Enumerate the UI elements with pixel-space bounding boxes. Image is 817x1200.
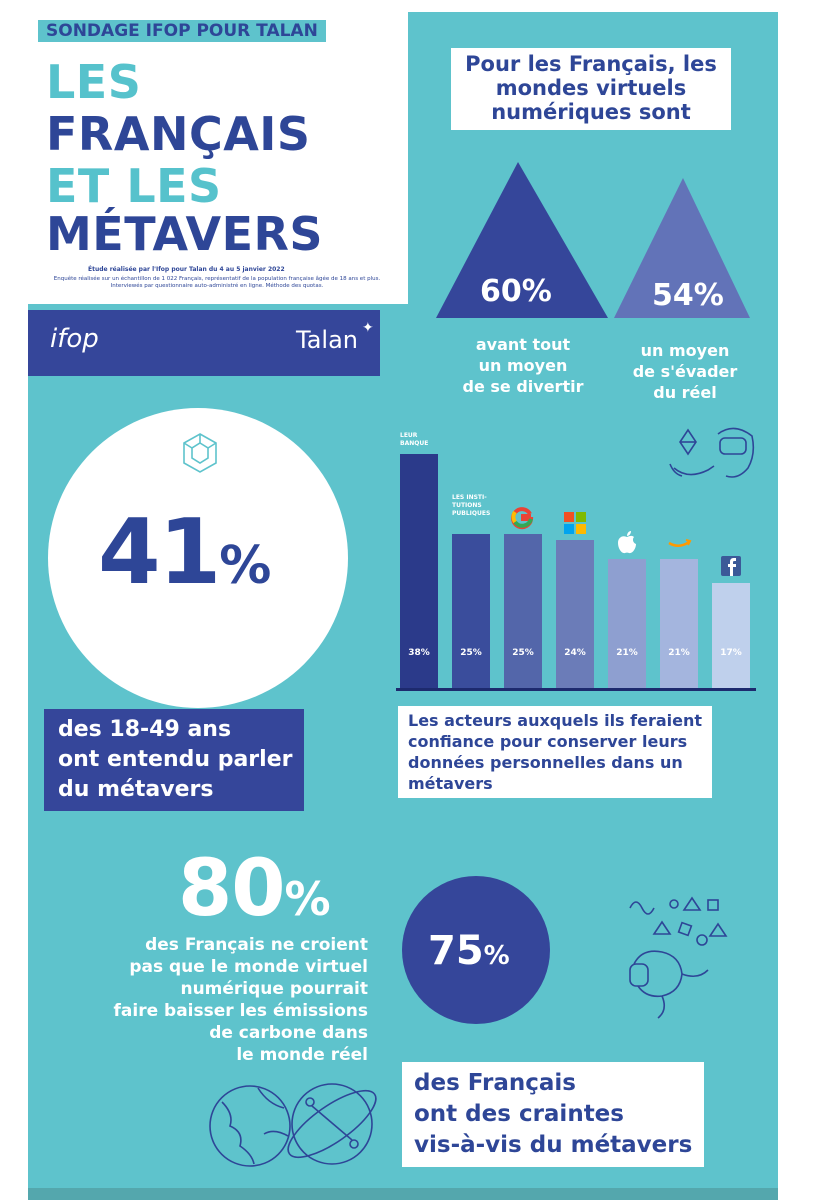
- study-text: Enquête réalisée sur un échantillon de 1…: [52, 276, 382, 290]
- stat-80-line-4: faire baisser les émissions: [68, 1000, 368, 1022]
- bottom-strip: [28, 1188, 778, 1200]
- stat-41-caption: des 18-49 ans ont entendu parler du méta…: [44, 709, 304, 811]
- study-title: Étude réalisée par l'Ifop pour Talan du …: [88, 266, 285, 273]
- bar-value-label-5: 21%: [609, 648, 645, 658]
- stat-41-caption-line-2: ont entendu parler: [58, 745, 292, 775]
- bar-category-label-2: LES INSTI-TUTIONS PUBLIQUES: [452, 494, 500, 518]
- trust-bar-chart: 38% LEUR BANQUE 25% LES INSTI-TUTIONS PUBLI…: [390, 422, 770, 694]
- cube-network-icon: [180, 432, 220, 476]
- stat-80-number: 80: [178, 844, 285, 934]
- bar-value-label-2: 25%: [453, 648, 489, 658]
- logo-band: ifop Talan ✦: [28, 310, 380, 376]
- stat-75-value: 75%: [428, 928, 510, 974]
- chart-caption-line-1: Les acteurs auxquels ils feraient: [408, 710, 702, 731]
- bar-5: [608, 559, 646, 688]
- stat-75-caption-line-1: des Français: [414, 1068, 692, 1099]
- bar-3: [504, 534, 542, 688]
- stat-54: 54%: [652, 278, 724, 313]
- chart-caption-line-2: confiance pour conserver leurs: [408, 731, 702, 752]
- title-line-4: MÉTAVERS: [46, 208, 323, 260]
- stat-41-number: 41: [98, 500, 219, 605]
- stat-41-caption-line-3: du métavers: [58, 775, 292, 805]
- label-54-line-1: un moyen: [620, 340, 750, 361]
- virtual-worlds-question: Pour les Français, les mondes virtuels n…: [451, 48, 731, 130]
- microsoft-icon: [562, 510, 588, 536]
- chart-caption-line-3: données personnelles dans un: [408, 752, 702, 773]
- label-54: un moyen de s'évader du réel: [620, 340, 750, 403]
- title-line-2: FRANÇAIS: [46, 108, 311, 160]
- stat-75-caption-line-3: vis-à-vis du métavers: [414, 1130, 692, 1161]
- question-text: Pour les Français, les mondes virtuels n…: [451, 52, 731, 124]
- label-54-line-3: du réel: [620, 382, 750, 403]
- ifop-logo: ifop: [50, 324, 99, 354]
- stat-75-caption-line-2: ont des craintes: [414, 1099, 692, 1130]
- stat-41-caption-line-1: des 18-49 ans: [58, 715, 292, 745]
- stat-80-line-3: numérique pourrait: [68, 978, 368, 1000]
- label-60: avant tout un moyen de se divertir: [438, 334, 608, 397]
- star-icon: ✦: [362, 320, 374, 336]
- vr-shapes-icon: [622, 894, 742, 1024]
- stat-80-text: des Français ne croient pas que le monde…: [68, 934, 368, 1066]
- stat-80-value: 80%: [178, 844, 330, 934]
- bar-value-label-1: 38%: [401, 648, 437, 658]
- label-54-line-2: de s'évader: [620, 361, 750, 382]
- amazon-icon: [666, 529, 692, 555]
- stat-80-line-2: pas que le monde virtuel: [68, 956, 368, 978]
- label-60-line-1: avant tout: [438, 334, 608, 355]
- stat-75-number: 75: [428, 928, 484, 974]
- chart-caption: Les acteurs auxquels ils feraient confia…: [398, 706, 712, 798]
- stat-60: 60%: [480, 274, 552, 309]
- bar-2: [452, 534, 490, 688]
- talan-logo: Talan: [296, 326, 358, 354]
- stat-80-line-1: des Français ne croient: [68, 934, 368, 956]
- stat-75-caption: des Français ont des craintes vis-à-vis …: [402, 1062, 704, 1167]
- label-60-line-3: de se divertir: [438, 376, 608, 397]
- stat-80-line-6: le monde réel: [68, 1044, 368, 1066]
- bar-value-label-6: 21%: [661, 648, 697, 658]
- bar-category-label-1: LEUR BANQUE: [400, 432, 440, 448]
- stat-41-value: 41%: [98, 500, 269, 605]
- stat-80-unit: %: [285, 872, 330, 926]
- stat-80-line-5: de carbone dans: [68, 1022, 368, 1044]
- google-icon: [510, 504, 536, 530]
- bar-6: [660, 559, 698, 688]
- bar-7: [712, 583, 750, 688]
- bar-4: [556, 540, 594, 688]
- title-panel: SONDAGE IFOP POUR TALAN LES FRANÇAIS ET …: [28, 12, 408, 304]
- chart-caption-line-4: métavers: [408, 773, 702, 794]
- globe-network-icon: [204, 1074, 384, 1174]
- bar-value-label-3: 25%: [505, 648, 541, 658]
- facebook-icon: [718, 553, 744, 579]
- bar-value-label-4: 24%: [557, 648, 593, 658]
- label-60-line-2: un moyen: [438, 355, 608, 376]
- survey-tag: SONDAGE IFOP POUR TALAN: [38, 20, 326, 42]
- title-line-1: LES: [46, 56, 141, 108]
- apple-icon: [614, 529, 640, 555]
- bar-value-label-7: 17%: [713, 648, 749, 658]
- stat-41-unit: %: [219, 536, 269, 596]
- title-line-3: ET LES: [46, 160, 222, 212]
- chart-baseline: [396, 688, 756, 691]
- infographic: SONDAGE IFOP POUR TALAN LES FRANÇAIS ET …: [28, 12, 778, 1200]
- stat-75-unit: %: [484, 941, 510, 971]
